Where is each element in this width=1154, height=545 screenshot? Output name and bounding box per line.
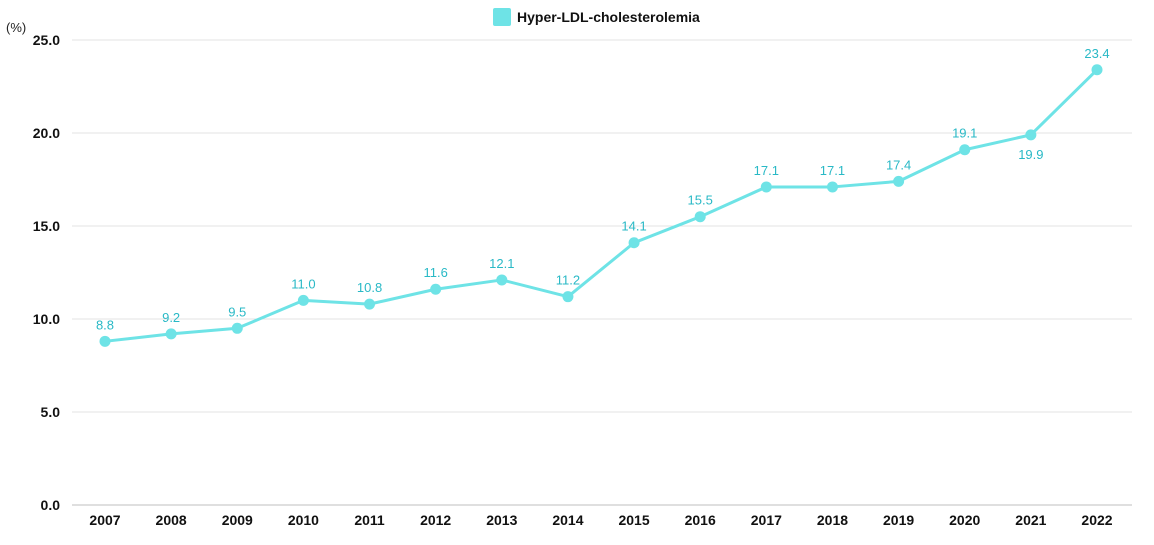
x-tick-label: 2016 [685, 512, 716, 528]
data-label: 17.4 [886, 157, 911, 172]
y-tick-label: 0.0 [41, 497, 61, 513]
data-label: 17.1 [754, 163, 779, 178]
data-point [99, 335, 111, 347]
data-label: 23.4 [1084, 46, 1109, 61]
x-tick-label: 2011 [354, 512, 385, 528]
data-label: 11.0 [291, 276, 315, 291]
data-point [694, 211, 706, 223]
data-label: 8.8 [96, 317, 114, 332]
data-point [562, 291, 574, 303]
data-label: 19.9 [1018, 147, 1043, 162]
data-point [496, 274, 508, 286]
data-label: 12.1 [489, 256, 514, 271]
x-tick-label: 2008 [156, 512, 187, 528]
data-point [1025, 129, 1037, 141]
data-point [364, 298, 376, 310]
x-tick-label: 2020 [949, 512, 980, 528]
y-tick-label: 15.0 [33, 218, 60, 234]
data-point [760, 181, 772, 193]
data-label: 17.1 [820, 163, 845, 178]
series-line [104, 68, 1099, 343]
data-label: 11.2 [556, 273, 580, 288]
x-tick-label: 2014 [552, 512, 583, 528]
x-tick-label: 2007 [89, 512, 120, 528]
y-tick-label: 10.0 [33, 311, 60, 327]
legend: Hyper-LDL-cholesterolemia [493, 8, 700, 26]
x-tick-label: 2013 [486, 512, 517, 528]
data-point [959, 144, 971, 156]
x-tick-label: 2009 [222, 512, 253, 528]
data-point [430, 283, 442, 295]
y-axis-unit-label: (%) [6, 20, 27, 35]
data-label: 9.2 [162, 310, 180, 325]
x-tick-label: 2015 [618, 512, 649, 528]
legend-swatch [493, 8, 511, 26]
y-tick-label: 20.0 [33, 125, 60, 141]
data-point [231, 322, 243, 334]
data-point [628, 237, 640, 249]
data-label: 14.1 [621, 219, 646, 234]
data-label: 11.6 [423, 265, 447, 280]
data-point [1091, 64, 1103, 76]
y-tick-label: 5.0 [41, 404, 61, 420]
data-point [165, 328, 177, 340]
x-tick-label: 2018 [817, 512, 848, 528]
x-tick-label: 2021 [1015, 512, 1046, 528]
data-point [893, 175, 905, 187]
legend-label: Hyper-LDL-cholesterolemia [517, 9, 700, 25]
x-tick-label: 2010 [288, 512, 319, 528]
data-point [297, 294, 309, 306]
x-tick-label: 2012 [420, 512, 451, 528]
x-tick-label: 2022 [1081, 512, 1112, 528]
data-point [826, 181, 838, 193]
y-tick-label: 25.0 [33, 32, 60, 48]
data-label: 19.1 [952, 126, 977, 141]
data-label: 15.5 [688, 193, 713, 208]
data-label: 10.8 [357, 280, 382, 295]
x-tick-label: 2019 [883, 512, 914, 528]
x-tick-label: 2017 [751, 512, 782, 528]
data-label: 9.5 [228, 304, 246, 319]
